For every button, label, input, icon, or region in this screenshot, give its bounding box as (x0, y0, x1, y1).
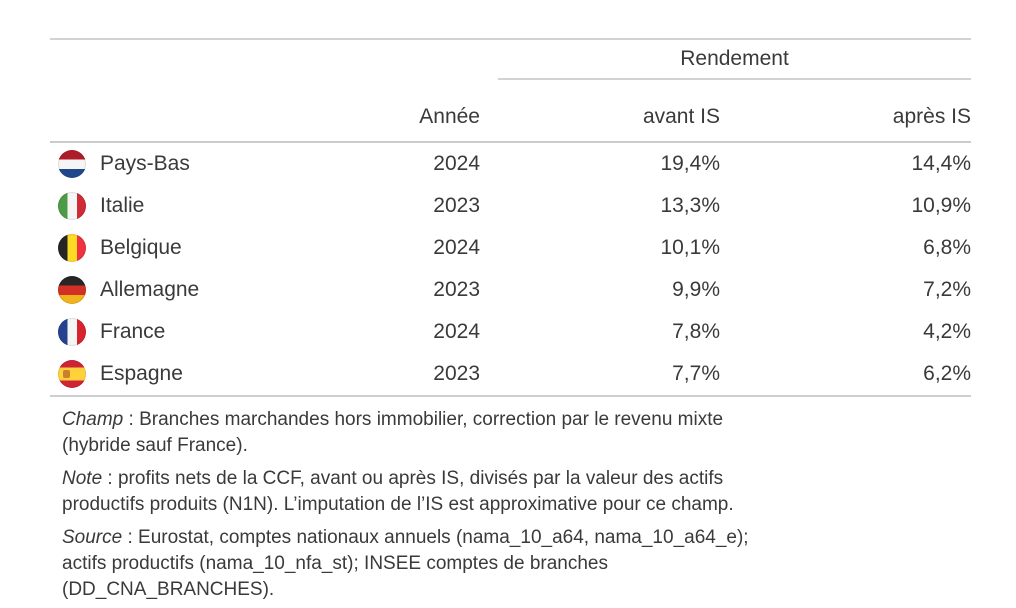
apres-is-value: 6,2% (923, 362, 972, 385)
avant-is-value: 7,8% (672, 320, 720, 343)
avant-is-value: 7,7% (672, 362, 720, 385)
table-row-belgique: Belgique 2024 10,1% 6,8% (50, 227, 971, 269)
country-label: Espagne (100, 362, 183, 385)
spanner-row: Rendement (50, 39, 972, 80)
annee-value: 2023 (433, 194, 480, 217)
spanner-empty-cell (50, 39, 480, 80)
apres-is-value: 6,8% (923, 236, 972, 259)
avant-is-value: 9,9% (672, 278, 720, 301)
annee-value: 2023 (433, 362, 480, 385)
apres-is-value: 14,4% (911, 152, 972, 175)
table-row-france: France 2024 7,8% 4,2% (50, 311, 971, 353)
footnote-champ-text-line2: (hybride sauf France). (62, 435, 248, 456)
annee-value: 2024 (433, 152, 480, 175)
footnote-source-text-line3: (DD_CNA_BRANCHES). (62, 579, 275, 600)
apres-is-value: 10,9% (911, 194, 972, 217)
footnote-source-label: Source (62, 527, 123, 548)
flag-spain-icon (58, 360, 86, 388)
footnote-source: Source : Eurostat, comptes nationaux ann… (62, 525, 964, 603)
country-cell: France (50, 311, 290, 353)
country-cell: Italie (50, 185, 290, 227)
flag-germany-icon (58, 276, 86, 304)
footnote-note-label: Note (62, 468, 103, 489)
column-header-annee: Année (290, 80, 480, 143)
country-cell: Allemagne (50, 269, 290, 311)
flag-italy-icon (58, 192, 86, 220)
footnote-note-text-line2: productifs produits (N1N). L’imputation … (62, 494, 734, 515)
rendement-spanner: Rendement (498, 47, 972, 80)
country-cell: Pays-Bas (50, 142, 290, 185)
footnote-champ-text: : Branches marchandes hors immobilier, c… (123, 409, 724, 430)
country-label: Italie (100, 194, 145, 217)
column-header-row: Année avant IS après IS (50, 80, 972, 143)
header-empty-cell (50, 80, 290, 143)
flag-france-icon (58, 318, 86, 346)
annee-value: 2023 (433, 278, 480, 301)
flag-belgium-icon (58, 234, 86, 262)
spanner-cell: Rendement (480, 39, 972, 80)
table-row-allemagne: Allemagne 2023 9,9% 7,2% (50, 269, 971, 311)
table-row-espagne: Espagne 2023 7,7% 6,2% (50, 353, 971, 396)
spanner-label: Rendement (680, 47, 789, 70)
country-label: Belgique (100, 236, 182, 259)
footnote-source-text: : Eurostat, comptes nationaux annuels (n… (122, 527, 749, 548)
footnotes: Champ : Branches marchandes hors immobil… (62, 407, 964, 603)
country-label: Allemagne (100, 278, 200, 301)
column-header-apres-is: après IS (720, 80, 972, 143)
country-cell: Belgique (50, 227, 290, 269)
flag-netherlands-icon (58, 150, 86, 178)
annee-value: 2024 (433, 236, 480, 259)
avant-is-value: 13,3% (660, 194, 720, 217)
footnote-note-text: : profits nets de la CCF, avant ou après… (102, 468, 724, 489)
apres-is-value: 7,2% (923, 278, 972, 301)
avant-is-value: 10,1% (660, 236, 720, 259)
avant-is-value: 19,4% (660, 152, 720, 175)
country-label: Pays-Bas (100, 152, 190, 175)
country-label: France (100, 320, 166, 343)
apres-is-value: 4,2% (923, 320, 972, 343)
annee-value: 2024 (433, 320, 480, 343)
country-cell: Espagne (50, 353, 290, 396)
rendement-table: Rendement Année avant IS après IS Pays-B… (50, 38, 972, 397)
footnote-champ-label: Champ (62, 409, 124, 430)
footnote-champ: Champ : Branches marchandes hors immobil… (62, 407, 964, 459)
footnote-source-text-line2: actifs productifs (nama_10_nfa_st); INSE… (62, 553, 608, 574)
column-header-avant-is: avant IS (480, 80, 720, 143)
footnote-note: Note : profits nets de la CCF, avant ou … (62, 466, 964, 518)
table-row-pays-bas: Pays-Bas 2024 19,4% 14,4% (50, 142, 971, 185)
table-row-italie: Italie 2023 13,3% 10,9% (50, 185, 971, 227)
